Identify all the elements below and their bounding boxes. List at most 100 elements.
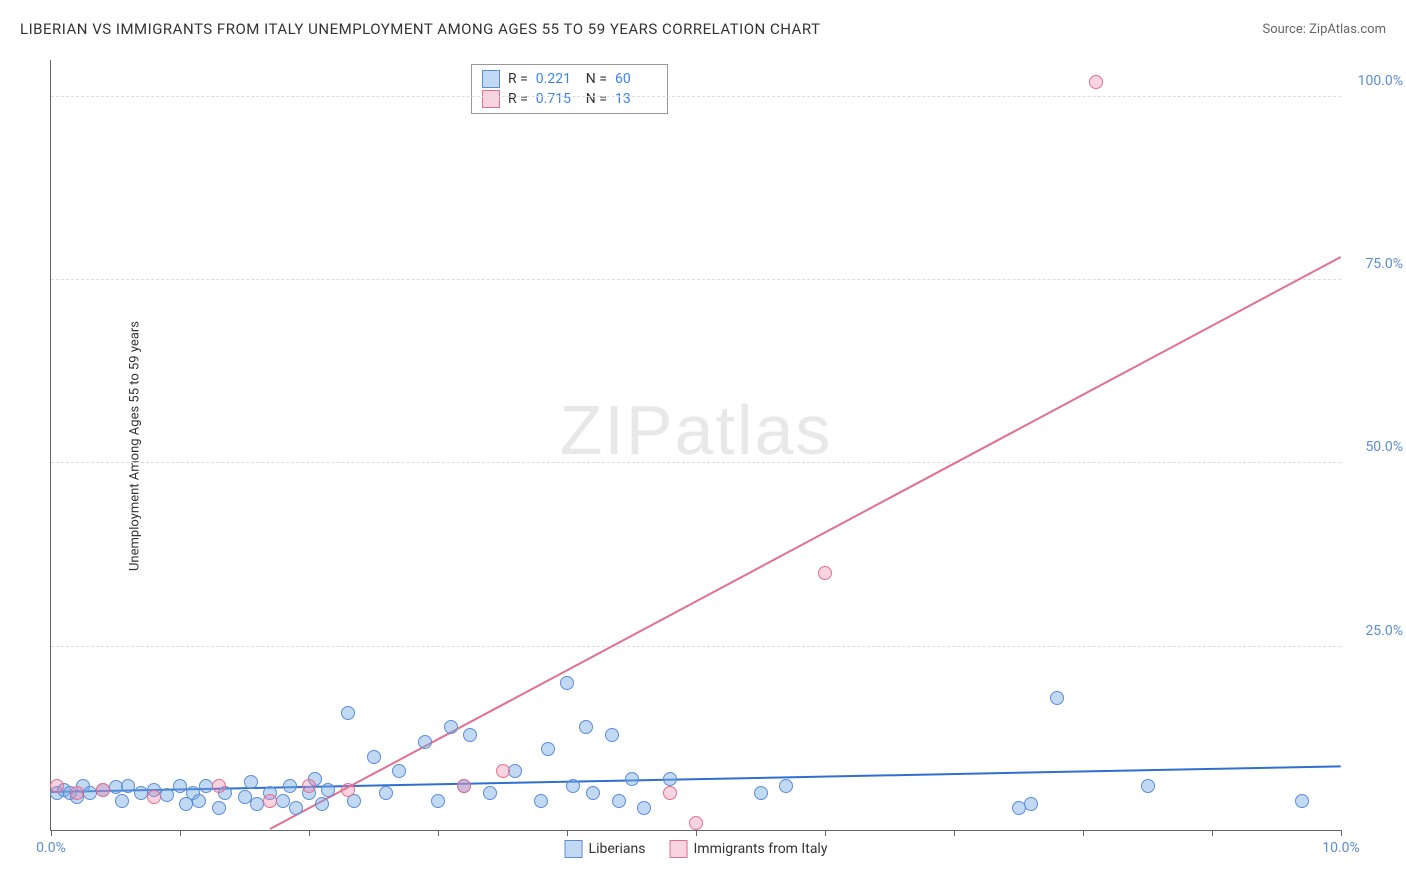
data-point-italy [663,786,677,800]
gridline [51,279,1341,280]
stats-row-liberians: R = 0.221 N = 60 [482,69,657,89]
data-point-liberians [754,786,768,800]
legend-label-italy: Immigrants from Italy [693,841,827,857]
data-point-liberians [109,780,123,794]
data-point-liberians [283,779,297,793]
data-point-liberians [392,764,406,778]
y-tick-label: 50.0% [1365,439,1403,455]
data-point-liberians [605,728,619,742]
x-tick [1341,830,1342,836]
legend-swatch-liberians [565,840,583,858]
y-tick-label: 25.0% [1365,623,1403,639]
r-value-liberians: 0.221 [536,71,578,87]
x-tick [825,830,826,836]
x-tick [954,830,955,836]
data-point-liberians [1295,794,1309,808]
data-point-liberians [238,790,252,804]
data-point-liberians [566,779,580,793]
x-tick [180,830,181,836]
data-point-italy [341,783,355,797]
swatch-italy [482,90,500,108]
data-point-liberians [83,786,97,800]
data-point-italy [1089,75,1103,89]
data-point-italy [50,779,64,793]
gridline [51,646,1341,647]
n-label: N = [586,91,607,107]
legend-swatch-italy [669,840,687,858]
watermark: ZIPatlas [560,390,833,470]
swatch-liberians [482,70,500,88]
data-point-italy [147,790,161,804]
data-point-liberians [173,779,187,793]
n-label: N = [586,71,607,87]
data-point-liberians [541,742,555,756]
x-tick [1212,830,1213,836]
data-point-liberians [612,794,626,808]
data-point-liberians [199,779,213,793]
data-point-liberians [134,786,148,800]
data-point-liberians [341,706,355,720]
x-tick [696,830,697,836]
data-point-liberians [483,786,497,800]
data-point-liberians [121,779,135,793]
data-point-italy [302,779,316,793]
data-point-liberians [560,676,574,690]
n-value-liberians: 60 [615,71,657,87]
source-attribution: Source: ZipAtlas.com [1262,22,1386,37]
legend-item-italy: Immigrants from Italy [669,840,827,858]
data-point-liberians [431,794,445,808]
data-point-liberians [289,801,303,815]
data-point-liberians [1024,797,1038,811]
data-point-italy [457,779,471,793]
data-point-liberians [508,764,522,778]
data-point-liberians [1141,779,1155,793]
data-point-liberians [586,786,600,800]
r-value-italy: 0.715 [536,91,578,107]
r-label: R = [508,91,528,107]
chart-title: LIBERIAN VS IMMIGRANTS FROM ITALY UNEMPL… [20,20,820,38]
x-tick-label: 0.0% [36,840,66,856]
x-tick [567,830,568,836]
data-point-liberians [250,797,264,811]
correlation-stats-box: R = 0.221 N = 60 R = 0.715 N = 13 [471,64,668,114]
gridline [51,462,1341,463]
data-point-liberians [367,750,381,764]
data-point-liberians [663,772,677,786]
data-point-liberians [1050,691,1064,705]
data-point-liberians [115,794,129,808]
data-point-liberians [212,801,226,815]
data-point-liberians [160,788,174,802]
gridline [51,96,1341,97]
data-point-italy [496,764,510,778]
data-point-liberians [779,779,793,793]
data-point-italy [689,816,703,830]
data-point-liberians [579,720,593,734]
y-tick-label: 100.0% [1358,73,1403,89]
data-point-italy [818,566,832,580]
legend: Liberians Immigrants from Italy [565,840,828,858]
data-point-liberians [637,801,651,815]
data-point-liberians [534,794,548,808]
data-point-italy [96,783,110,797]
data-point-italy [212,779,226,793]
scatter-plot-area: ZIPatlas R = 0.221 N = 60 R = 0.715 N = … [50,60,1341,831]
x-tick [309,830,310,836]
data-point-liberians [315,797,329,811]
data-point-liberians [444,720,458,734]
data-point-liberians [1012,801,1026,815]
data-point-liberians [625,772,639,786]
x-tick [51,830,52,836]
x-tick-label: 10.0% [1322,840,1360,856]
data-point-liberians [321,783,335,797]
n-value-italy: 13 [615,91,657,107]
x-tick [438,830,439,836]
data-point-liberians [192,794,206,808]
data-point-liberians [379,786,393,800]
legend-item-liberians: Liberians [565,840,646,858]
stats-row-italy: R = 0.715 N = 13 [482,89,657,109]
data-point-italy [70,786,84,800]
x-tick [1083,830,1084,836]
legend-label-liberians: Liberians [589,841,646,857]
data-point-liberians [244,775,258,789]
data-point-italy [263,794,277,808]
